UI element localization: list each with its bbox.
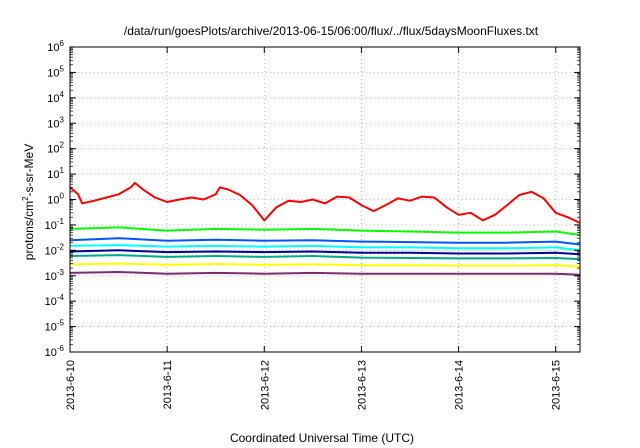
series-line — [69, 262, 581, 268]
y-tick-label: 10-3 — [45, 268, 65, 283]
y-tick-label: 10-5 — [45, 319, 65, 334]
x-tick-label: 2013-6-11 — [162, 360, 174, 409]
y-tick-label: 10-4 — [45, 293, 65, 308]
series-line — [69, 237, 581, 246]
series-line — [69, 181, 581, 224]
y-tick-label: 102 — [47, 141, 64, 156]
series-line — [69, 244, 581, 252]
series-line — [69, 271, 581, 276]
series-line — [69, 254, 581, 261]
y-tick-label: 10-6 — [45, 344, 65, 359]
y-tick-label: 101 — [47, 166, 64, 181]
y-tick-label: 10-1 — [45, 217, 65, 232]
y-axis-label: protons/cm2-s-sr-MeV — [21, 144, 36, 260]
chart-title: /data/run/goesPlots/archive/2013-06-15/0… — [124, 24, 539, 38]
series-line — [69, 249, 581, 256]
x-tick-label: 2013-6-14 — [454, 360, 466, 410]
axis-ticks — [69, 46, 580, 353]
y-tick-label: 100 — [47, 192, 64, 207]
series-line — [69, 226, 581, 236]
data-series — [69, 181, 581, 276]
grid-lines — [70, 46, 580, 353]
x-tick-label: 2013-6-10 — [65, 360, 77, 410]
x-axis-label: Coordinated Universal Time (UTC) — [230, 431, 414, 445]
y-tick-label: 104 — [47, 90, 64, 105]
y-tick-label: 105 — [47, 64, 64, 79]
y-axis-label-prefix: protons/cm — [22, 201, 36, 260]
x-tick-label: 2013-6-12 — [259, 360, 271, 410]
y-axis-label-sup: 2 — [21, 196, 30, 201]
y-tick-label: 106 — [47, 39, 64, 54]
y-tick-label: 10-2 — [45, 242, 65, 257]
x-tick-labels: 2013-6-10 2013-6-11 2013-6-12 2013-6-13 2013… — [65, 360, 563, 410]
x-tick-label: 2013-6-13 — [356, 360, 368, 410]
x-tick-label: 2013-6-15 — [551, 360, 563, 410]
y-tick-labels: 10-6 10-5 10-4 10-3 10-2 10-1 100 101 102 103 104 1… — [45, 39, 65, 359]
y-axis-label-suffix: -s-sr-MeV — [22, 144, 36, 197]
y-tick-label: 103 — [47, 115, 64, 130]
